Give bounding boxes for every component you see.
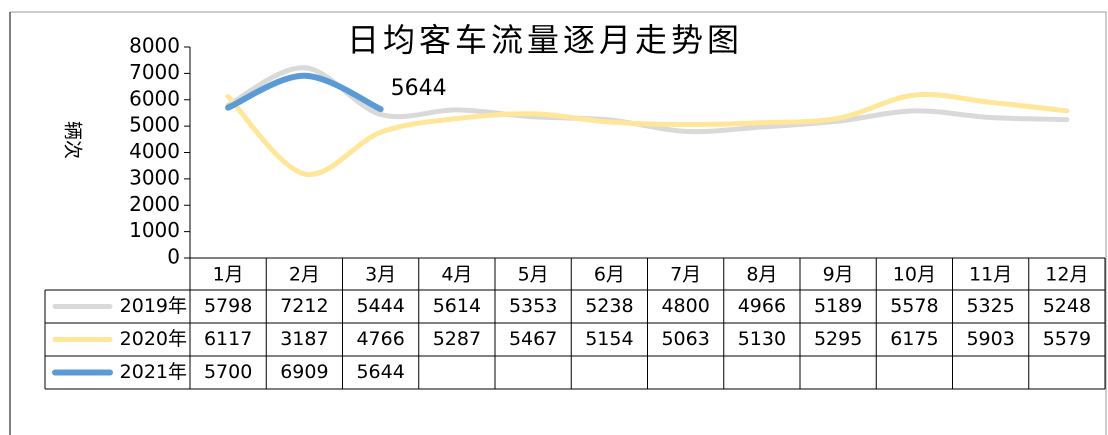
y-tick-label: 0 xyxy=(167,245,180,269)
table-cell: 5130 xyxy=(738,328,786,350)
table-cell: 5189 xyxy=(814,295,862,317)
x-tick-label: 7月 xyxy=(670,264,701,286)
table-cell: 7212 xyxy=(280,295,328,317)
table-cell: 4766 xyxy=(356,328,404,350)
x-tick-label: 11月 xyxy=(969,264,1012,286)
x-tick-label: 4月 xyxy=(441,264,472,286)
table-cell: 3187 xyxy=(280,328,328,350)
x-tick-label: 1月 xyxy=(213,264,244,286)
table-cell: 5248 xyxy=(1043,295,1091,317)
data-label: 5644 xyxy=(391,76,447,101)
table-cell: 5644 xyxy=(356,361,404,383)
legend-label: 2021年 xyxy=(120,361,187,383)
table-cell: 5353 xyxy=(509,295,557,317)
y-tick-label: 1000 xyxy=(129,218,180,242)
chart-title: 日均客车流量逐月走势图 xyxy=(347,21,743,59)
y-tick-label: 8000 xyxy=(129,34,180,58)
x-tick-label: 2月 xyxy=(289,264,320,286)
x-tick-label: 6月 xyxy=(594,264,625,286)
x-tick-label: 9月 xyxy=(823,264,854,286)
y-tick-label: 2000 xyxy=(129,192,180,216)
legend-label: 2020年 xyxy=(120,328,187,350)
y-tick-label: 4000 xyxy=(129,139,180,163)
table-cell: 5325 xyxy=(966,295,1014,317)
table-cell: 5578 xyxy=(890,295,938,317)
table-cell: 5287 xyxy=(433,328,481,350)
series-line xyxy=(225,92,1070,177)
table-cell: 5295 xyxy=(814,328,862,350)
x-tick-label: 3月 xyxy=(365,264,396,286)
y-tick-label: 6000 xyxy=(129,86,180,110)
table-cell: 5238 xyxy=(585,295,633,317)
x-tick-label: 12月 xyxy=(1045,264,1088,286)
table-cell: 5063 xyxy=(661,328,709,350)
table-cell: 5903 xyxy=(966,328,1014,350)
x-tick-label: 10月 xyxy=(893,264,936,286)
table-cell: 5154 xyxy=(585,328,633,350)
table-cell: 6909 xyxy=(280,361,328,383)
table-cell: 5467 xyxy=(509,328,557,350)
table-cell: 4966 xyxy=(738,295,786,317)
table-cell: 6117 xyxy=(204,328,252,350)
x-tick-label: 5月 xyxy=(518,264,549,286)
table-cell: 5700 xyxy=(204,361,252,383)
y-tick-label: 3000 xyxy=(129,165,180,189)
table-cell: 5614 xyxy=(433,295,481,317)
series-line xyxy=(225,72,384,113)
y-tick-label: 7000 xyxy=(129,60,180,84)
table-cell: 5798 xyxy=(204,295,252,317)
table-cell: 4800 xyxy=(661,295,709,317)
y-axis-label: 辆次 xyxy=(62,121,84,159)
x-tick-label: 8月 xyxy=(746,264,777,286)
legend-label: 2019年 xyxy=(120,295,187,317)
table-cell: 6175 xyxy=(890,328,938,350)
y-tick-label: 5000 xyxy=(129,113,180,137)
table-cell: 5444 xyxy=(356,295,404,317)
table-cell: 5579 xyxy=(1043,328,1091,350)
